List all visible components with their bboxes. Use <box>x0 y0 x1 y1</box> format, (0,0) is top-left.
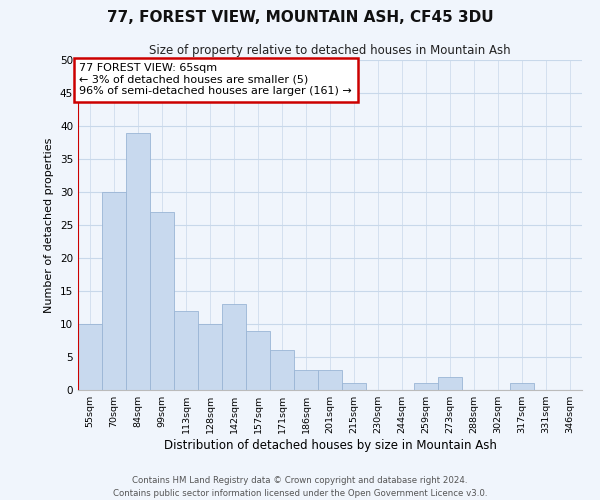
Bar <box>78 324 102 390</box>
Bar <box>198 324 222 390</box>
Text: 77 FOREST VIEW: 65sqm
← 3% of detached houses are smaller (5)
96% of semi-detach: 77 FOREST VIEW: 65sqm ← 3% of detached h… <box>79 64 352 96</box>
Bar <box>222 304 246 390</box>
Bar <box>414 384 438 390</box>
Title: Size of property relative to detached houses in Mountain Ash: Size of property relative to detached ho… <box>149 44 511 58</box>
Bar <box>318 370 342 390</box>
Bar <box>294 370 318 390</box>
Bar <box>102 192 126 390</box>
Bar <box>438 377 462 390</box>
Bar <box>342 384 366 390</box>
Bar <box>150 212 174 390</box>
Bar <box>246 330 270 390</box>
Text: Contains HM Land Registry data © Crown copyright and database right 2024.
Contai: Contains HM Land Registry data © Crown c… <box>113 476 487 498</box>
Bar <box>174 311 198 390</box>
Bar <box>126 132 150 390</box>
Bar <box>270 350 294 390</box>
Text: 77, FOREST VIEW, MOUNTAIN ASH, CF45 3DU: 77, FOREST VIEW, MOUNTAIN ASH, CF45 3DU <box>107 10 493 25</box>
X-axis label: Distribution of detached houses by size in Mountain Ash: Distribution of detached houses by size … <box>164 439 496 452</box>
Bar <box>510 384 534 390</box>
Y-axis label: Number of detached properties: Number of detached properties <box>44 138 55 312</box>
